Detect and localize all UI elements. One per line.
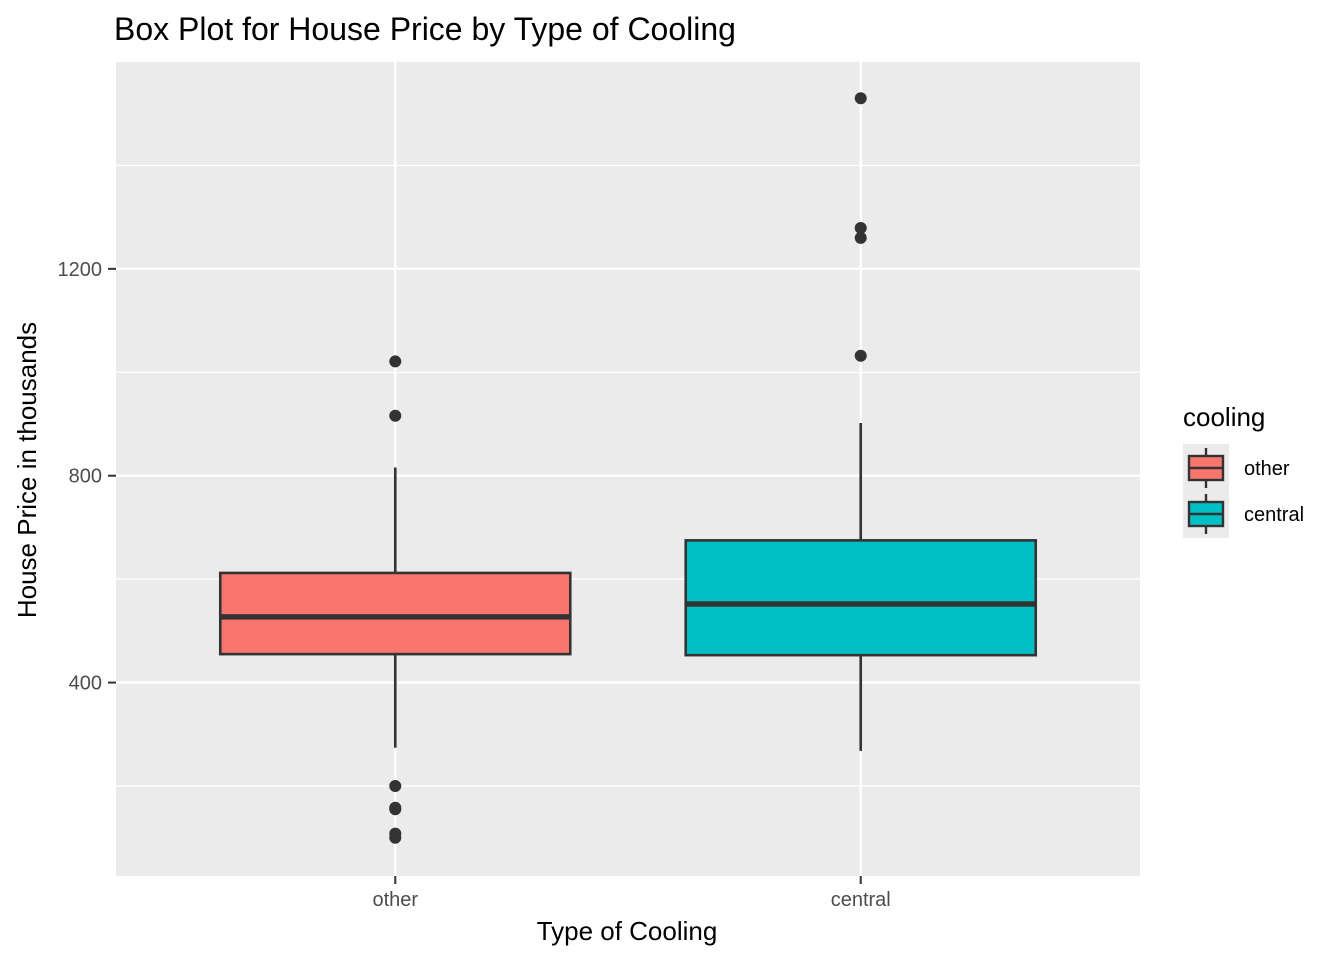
chart-title: Box Plot for House Price by Type of Cool… [114, 11, 736, 47]
outlier-point [854, 349, 867, 362]
box-other [218, 355, 572, 844]
legend-title: cooling [1183, 402, 1265, 432]
x-tick-label: central [831, 889, 891, 911]
outlier-point [389, 355, 402, 368]
y-axis-title: House Price in thousands [12, 322, 42, 618]
box-iqr [684, 539, 1038, 657]
outlier-point [389, 803, 402, 816]
outlier-point [389, 780, 402, 793]
outlier-point [854, 231, 867, 244]
y-axis: 400 800 1200 [58, 259, 116, 695]
y-tick-label: 800 [69, 466, 102, 488]
legend-key-central [1187, 494, 1225, 534]
box-iqr [218, 571, 572, 656]
outlier-point [389, 831, 402, 844]
outlier-point [389, 409, 402, 422]
x-tick-label: other [372, 889, 418, 911]
y-tick-label: 1200 [58, 259, 103, 281]
outlier-point [854, 222, 867, 235]
x-axis: other central [372, 876, 891, 911]
legend-label-central: central [1244, 504, 1304, 526]
legend: cooling other central [1183, 402, 1304, 538]
outlier-point [854, 92, 867, 105]
y-tick-label: 400 [69, 673, 102, 695]
x-axis-title: Type of Cooling [537, 916, 718, 946]
box-central [684, 92, 1038, 751]
plot-panel [116, 62, 1140, 876]
legend-key-other [1187, 448, 1225, 488]
legend-label-other: other [1244, 458, 1290, 480]
boxes-layer [218, 92, 1038, 844]
